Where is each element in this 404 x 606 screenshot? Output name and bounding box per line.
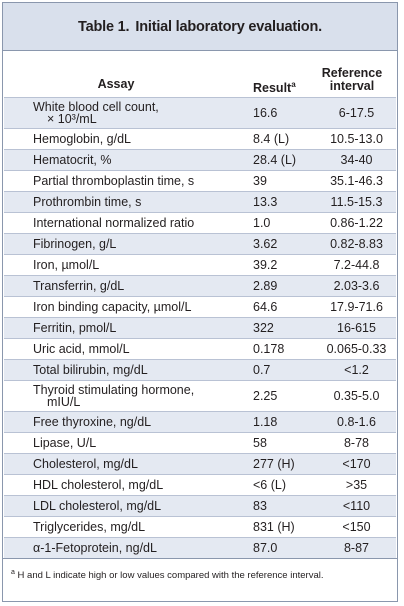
reference-cell: 8-87 <box>317 537 396 558</box>
reference-cell: 35.1-46.3 <box>317 170 396 192</box>
result-cell: 277 (H) <box>251 453 317 475</box>
header-result-footnote-marker: a <box>291 80 296 89</box>
table-row: Cholesterol, mg/dL 277 (H) <170 <box>4 453 396 475</box>
table-caption: Initial laboratory evaluation. <box>135 18 322 35</box>
reference-cell: 0.86-1.22 <box>317 212 396 234</box>
assay-cell: Partial thromboplastin time, s <box>4 170 251 192</box>
result-cell: 39 <box>251 170 317 192</box>
table-row: LDL cholesterol, mg/dL 83 <110 <box>4 495 396 517</box>
result-cell: 28.4 (L) <box>251 149 317 171</box>
reference-cell: 8-78 <box>317 432 396 454</box>
assay-cell: Cholesterol, mg/dL <box>4 453 251 475</box>
assay-cell: White blood cell count, × 10³/mL <box>4 97 251 129</box>
reference-cell: 7.2-44.8 <box>317 254 396 276</box>
footnote: a H and L indicate high or low values co… <box>3 558 397 586</box>
reference-cell: 0.82-8.83 <box>317 233 396 255</box>
assay-cell: Hemoglobin, g/dL <box>4 128 251 150</box>
assay-cell: Prothrombin time, s <box>4 191 251 213</box>
reference-cell: <1.2 <box>317 359 396 381</box>
assay-cell: Lipase, U/L <box>4 432 251 454</box>
table-row: Iron, µmol/L 39.2 7.2-44.8 <box>4 254 396 276</box>
result-cell: 8.4 (L) <box>251 128 317 150</box>
reference-cell: 0.8-1.6 <box>317 411 396 433</box>
table-row: Iron binding capacity, µmol/L 64.6 17.9-71… <box>4 296 396 318</box>
table-label: Table 1. <box>78 18 130 35</box>
header-assay: Assay <box>97 77 135 91</box>
footnote-marker: a <box>11 569 15 576</box>
assay-cell: Ferritin, pmol/L <box>4 317 251 339</box>
result-cell: 58 <box>251 432 317 454</box>
table-row: Free thyroxine, ng/dL 1.18 0.8-1.6 <box>4 411 396 433</box>
table-row: Hematocrit, % 28.4 (L) 34-40 <box>4 149 396 171</box>
assay-cell: Iron, µmol/L <box>4 254 251 276</box>
assay-cell: Thyroid stimulating hormone, mIU/L <box>4 380 251 412</box>
result-cell: 16.6 <box>251 97 317 129</box>
reference-cell: 34-40 <box>317 149 396 171</box>
assay-cell: Total bilirubin, mg/dL <box>4 359 251 381</box>
lab-table: Table 1. Initial laboratory evaluation. … <box>2 2 398 602</box>
table-row: Triglycerides, mg/dL 831 (H) <150 <box>4 516 396 538</box>
reference-cell: >35 <box>317 474 396 496</box>
assay-cell: International normalized ratio <box>4 212 251 234</box>
result-cell: 1.0 <box>251 212 317 234</box>
result-cell: 2.25 <box>251 380 317 412</box>
reference-cell: 10.5-13.0 <box>317 128 396 150</box>
result-cell: 831 (H) <box>251 516 317 538</box>
table-row: International normalized ratio 1.0 0.86-1.… <box>4 212 396 234</box>
table-row: White blood cell count, × 10³/mL 16.6 6-17.… <box>4 97 396 129</box>
result-cell: <6 (L) <box>251 474 317 496</box>
reference-cell: <150 <box>317 516 396 538</box>
result-cell: 13.3 <box>251 191 317 213</box>
header-result: Resulta <box>253 80 296 95</box>
assay-cell: Uric acid, mmol/L <box>4 338 251 360</box>
assay-cell: HDL cholesterol, mg/dL <box>4 474 251 496</box>
assay-cell: Triglycerides, mg/dL <box>4 516 251 538</box>
table-row: Hemoglobin, g/dL 8.4 (L) 10.5-13.0 <box>4 128 396 150</box>
table-row: Ferritin, pmol/L 322 16-615 <box>4 317 396 339</box>
result-cell: 87.0 <box>251 537 317 558</box>
table-row: HDL cholesterol, mg/dL <6 (L) >35 <box>4 474 396 496</box>
assay-cell: α-1-Fetoprotein, ng/dL <box>4 537 251 558</box>
reference-cell: <110 <box>317 495 396 517</box>
result-cell: 2.89 <box>251 275 317 297</box>
header-reference: Reference interval <box>321 66 383 93</box>
footnote-text: H and L indicate high or low values comp… <box>17 570 324 581</box>
reference-cell: 11.5-15.3 <box>317 191 396 213</box>
column-headers: Assay Resulta Reference interval <box>3 51 397 97</box>
table-row: Uric acid, mmol/L 0.178 0.065-0.33 <box>4 338 396 360</box>
reference-cell: 2.03-3.6 <box>317 275 396 297</box>
table-row: Partial thromboplastin time, s 39 35.1-46.… <box>4 170 396 192</box>
assay-cell: Iron binding capacity, µmol/L <box>4 296 251 318</box>
table-row: Thyroid stimulating hormone, mIU/L 2.25 0.3… <box>4 380 396 412</box>
reference-cell: 0.35-5.0 <box>317 380 396 412</box>
result-cell: 39.2 <box>251 254 317 276</box>
result-cell: 0.7 <box>251 359 317 381</box>
table-row: α-1-Fetoprotein, ng/dL 87.0 8-87 <box>4 537 396 558</box>
assay-cell: Transferrin, g/dL <box>4 275 251 297</box>
result-cell: 64.6 <box>251 296 317 318</box>
assay-cell: LDL cholesterol, mg/dL <box>4 495 251 517</box>
assay-cell: Free thyroxine, ng/dL <box>4 411 251 433</box>
reference-cell: 6-17.5 <box>317 97 396 129</box>
result-cell: 0.178 <box>251 338 317 360</box>
table-row: Total bilirubin, mg/dL 0.7 <1.2 <box>4 359 396 381</box>
results-table: White blood cell count, × 10³/mL 16.6 6-17.… <box>4 97 396 558</box>
assay-cell: Fibrinogen, g/L <box>4 233 251 255</box>
table-title: Table 1. Initial laboratory evaluation. <box>3 3 397 51</box>
reference-cell: 0.065-0.33 <box>317 338 396 360</box>
assay-cell: Hematocrit, % <box>4 149 251 171</box>
table-row: Lipase, U/L 58 8-78 <box>4 432 396 454</box>
reference-cell: 16-615 <box>317 317 396 339</box>
reference-cell: 17.9-71.6 <box>317 296 396 318</box>
result-cell: 322 <box>251 317 317 339</box>
result-cell: 3.62 <box>251 233 317 255</box>
table-row: Prothrombin time, s 13.3 11.5-15.3 <box>4 191 396 213</box>
result-cell: 1.18 <box>251 411 317 433</box>
table-row: Transferrin, g/dL 2.89 2.03-3.6 <box>4 275 396 297</box>
table-row: Fibrinogen, g/L 3.62 0.82-8.83 <box>4 233 396 255</box>
result-cell: 83 <box>251 495 317 517</box>
reference-cell: <170 <box>317 453 396 475</box>
